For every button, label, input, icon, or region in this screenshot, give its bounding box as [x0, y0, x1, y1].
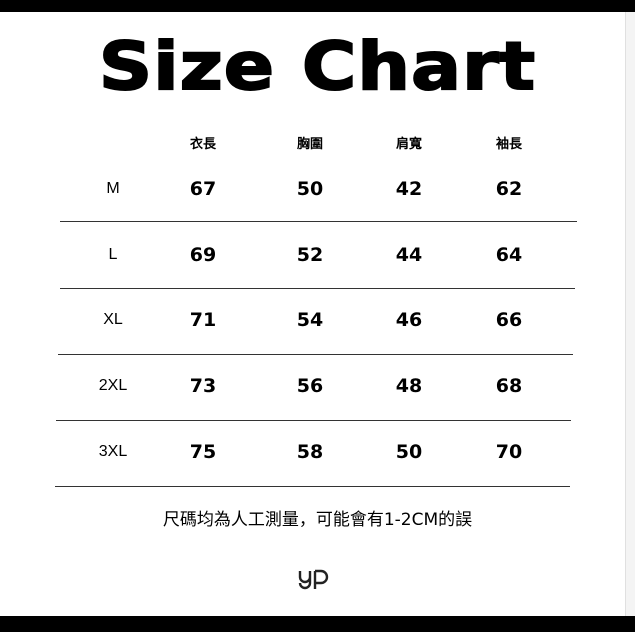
column-header: 肩寬: [395, 137, 422, 152]
measurement-cell: 66: [495, 309, 523, 331]
row-divider: [60, 221, 577, 222]
measurement-cell: 52: [296, 244, 324, 266]
size-label: L: [108, 246, 118, 263]
measurement-cell: 68: [495, 375, 523, 397]
measurement-cell: 62: [495, 178, 523, 200]
size-label: 3XL: [98, 443, 128, 460]
row-divider: [56, 420, 571, 421]
measurement-cell: 48: [395, 375, 423, 397]
measurement-cell: 64: [495, 244, 523, 266]
measurement-cell: 42: [395, 178, 423, 200]
size-label: XL: [103, 311, 123, 328]
size-label: 2XL: [98, 377, 128, 394]
column-header: 胸圍: [296, 137, 323, 152]
measurement-cell: 46: [395, 309, 423, 331]
column-header: 衣長: [189, 137, 216, 152]
column-header: 袖長: [495, 137, 522, 152]
measurement-cell: 75: [189, 441, 217, 463]
top-border: [0, 0, 635, 12]
bottom-border: [0, 616, 635, 632]
measurement-cell: 58: [296, 441, 324, 463]
measurement-note: 尺碼均為人工測量，可能會有1-2CM的誤: [162, 510, 473, 530]
measurement-cell: 50: [296, 178, 324, 200]
row-divider: [58, 354, 573, 355]
measurement-cell: 71: [189, 309, 217, 331]
size-label: M: [106, 180, 120, 197]
measurement-cell: 70: [495, 441, 523, 463]
brand-logo: [297, 568, 333, 596]
right-edge: [625, 12, 635, 616]
measurement-cell: 50: [395, 441, 423, 463]
measurement-cell: 56: [296, 375, 324, 397]
measurement-cell: 73: [189, 375, 217, 397]
measurement-cell: 69: [189, 244, 217, 266]
measurement-cell: 67: [189, 178, 217, 200]
page-title: Size Chart: [98, 27, 537, 106]
measurement-cell: 44: [395, 244, 423, 266]
row-divider: [55, 486, 570, 487]
row-divider: [60, 288, 575, 289]
measurement-cell: 54: [296, 309, 324, 331]
